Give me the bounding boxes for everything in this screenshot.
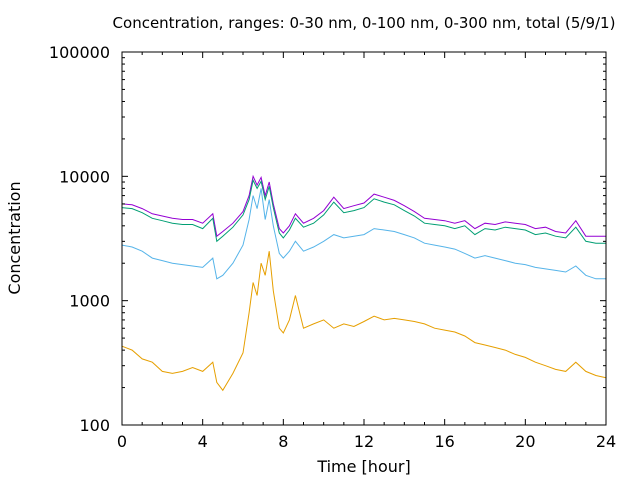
y-tick-label: 1000 xyxy=(69,292,110,311)
y-axis-label: Concentration xyxy=(5,181,24,294)
x-tick-label: 8 xyxy=(278,432,288,451)
x-tick-label: 16 xyxy=(434,432,454,451)
y-tick-label: 100 xyxy=(79,416,110,435)
chart-title: Concentration, ranges: 0-30 nm, 0-100 nm… xyxy=(113,14,616,32)
axes-layer: 0 4 8 12 16 20 24 100 1000 10000 100000 xyxy=(49,43,616,451)
plot-frame xyxy=(121,51,607,426)
series-layer xyxy=(121,174,607,392)
x-tick-label: 4 xyxy=(198,432,208,451)
y-tick-label: 10000 xyxy=(59,167,110,186)
series-line-2 xyxy=(121,178,606,244)
x-axis-label: Time [hour] xyxy=(316,457,410,476)
series-line-4 xyxy=(121,251,607,392)
y-tick-label: 100000 xyxy=(49,43,110,62)
x-tick-label: 24 xyxy=(596,432,616,451)
x-tick-label: 12 xyxy=(354,432,374,451)
series-line-1 xyxy=(121,174,606,238)
x-tick-label: 0 xyxy=(117,432,127,451)
x-tick-label: 20 xyxy=(515,432,535,451)
series-line-3 xyxy=(121,188,606,280)
